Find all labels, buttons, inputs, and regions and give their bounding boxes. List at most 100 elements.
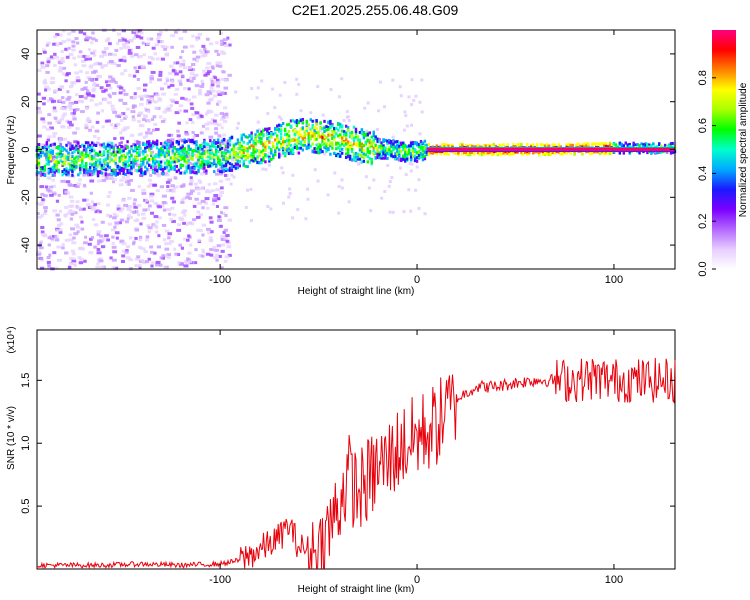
spectrogram-ridge-cell bbox=[67, 141, 70, 145]
spectrogram-ridge-cell bbox=[238, 142, 242, 146]
spectrogram-ridge-cell bbox=[585, 142, 588, 146]
spectrogram-noise-cell bbox=[124, 250, 129, 254]
spectrogram-noise-cell bbox=[140, 212, 146, 216]
spectrogram-ridge-cell bbox=[220, 139, 224, 143]
spectrogram-ridge-cell bbox=[337, 141, 340, 145]
spectrogram-noise-cell bbox=[142, 118, 146, 122]
spectrogram-noise-cell bbox=[215, 41, 219, 45]
snr-ytick-label: 0.5 bbox=[20, 498, 32, 513]
spectrogram-ridge-cell bbox=[295, 121, 299, 125]
spectrogram-ridge-cell bbox=[96, 174, 100, 178]
spectrogram-ridge-cell bbox=[224, 162, 228, 166]
spectrogram-ridge-cell bbox=[415, 156, 419, 160]
spectrogram-noise-cell bbox=[80, 110, 85, 114]
spectrogram-noise-cell bbox=[291, 173, 295, 177]
spectrogram-ridge-cell bbox=[161, 168, 165, 172]
spectrogram-noise-cell bbox=[89, 170, 95, 174]
spectrogram-noise-cell bbox=[164, 242, 168, 246]
spectrogram-ridge-cell bbox=[311, 131, 314, 135]
spectrogram-noise-cell bbox=[153, 165, 158, 169]
spectrogram-ridge-cell bbox=[63, 158, 66, 162]
spectrogram-noise-cell bbox=[133, 205, 139, 209]
spectrogram-ridge-cell bbox=[49, 154, 52, 158]
spectrogram-ridge-cell bbox=[327, 121, 330, 125]
spectrogram-ridge-cell bbox=[177, 154, 180, 158]
spectrogram-noise-cell bbox=[213, 80, 219, 84]
spectrogram-noise-cell bbox=[316, 179, 320, 183]
spectrogram-noise-cell bbox=[206, 227, 211, 231]
spectrogram-ridge-cell bbox=[470, 144, 474, 148]
spectrogram-ridge-cell bbox=[315, 127, 318, 131]
spectrogram-ridge-cell bbox=[319, 126, 322, 130]
spectrogram-ridge-cell bbox=[100, 153, 104, 157]
spectrogram-ridge-cell bbox=[268, 127, 271, 131]
spectrogram-noise-cell bbox=[84, 57, 88, 61]
spectrogram-noise-cell bbox=[321, 113, 325, 117]
spectrogram-noise-cell bbox=[45, 188, 51, 192]
spectrogram-ridge-cell bbox=[213, 153, 216, 157]
spectrogram-ridge-cell bbox=[226, 157, 230, 161]
spectrogram-noise-cell bbox=[410, 103, 414, 107]
spectrogram-noise-cell bbox=[109, 123, 114, 127]
spectrogram-ridge-cell bbox=[165, 145, 169, 149]
spectrogram-ridge-cell bbox=[311, 123, 314, 127]
spectrogram-ridge-cell bbox=[612, 142, 616, 146]
spectrogram-noise-cell bbox=[147, 128, 151, 132]
spectrogram-ridge-cell bbox=[276, 146, 279, 150]
spectrogram-noise-cell bbox=[96, 233, 101, 237]
spectrogram-noise-cell bbox=[212, 94, 218, 98]
spectrogram-noise-cell bbox=[74, 37, 79, 41]
spectrogram-ridge-cell bbox=[307, 136, 310, 140]
spectrogram-ridge-cell bbox=[163, 146, 167, 150]
spectrogram-noise-cell bbox=[283, 80, 287, 84]
spectrogram-ridge-cell bbox=[79, 158, 82, 162]
spectrogram-ridge-cell bbox=[388, 146, 391, 150]
spectrogram-ridge-cell bbox=[134, 159, 137, 163]
spectrogram-ridge-cell bbox=[134, 155, 137, 159]
spectrogram-noise-cell bbox=[195, 187, 201, 191]
spectrogram-ridge-cell bbox=[478, 145, 482, 149]
spectrogram-ridge-cell bbox=[67, 156, 70, 160]
spectrogram-ridge-cell bbox=[358, 146, 362, 150]
spectrogram-noise-cell bbox=[180, 96, 185, 100]
spectrogram-ridge-cell bbox=[197, 168, 200, 172]
spectrogram-ridge-cell bbox=[398, 148, 401, 152]
spectrogram-ridge-cell bbox=[41, 145, 45, 149]
spectrogram-noise-cell bbox=[142, 136, 146, 140]
spectrogram-noise-cell bbox=[208, 91, 213, 95]
spectrogram-ridge-cell bbox=[380, 150, 383, 154]
spectrogram-ridge-cell bbox=[90, 173, 94, 177]
spectrogram-ridge-cell bbox=[39, 173, 43, 177]
spectrogram-noise-cell bbox=[135, 163, 141, 167]
spectrogram-ridge-cell bbox=[325, 146, 328, 150]
spectrogram-ridge-cell bbox=[252, 144, 255, 148]
spectrogram-ridge-cell bbox=[339, 145, 342, 149]
spectrogram-noise-cell bbox=[225, 177, 231, 181]
spectrogram-ridge-cell bbox=[246, 149, 249, 153]
spectrogram-ridge-cell bbox=[106, 162, 110, 166]
spectrogram-ridge-cell bbox=[354, 129, 358, 133]
spectrogram-ridge-cell bbox=[140, 169, 143, 173]
spectrogram-ridge-cell bbox=[110, 172, 114, 176]
spectrogram-ridge-cell bbox=[71, 166, 74, 170]
spectrogram-noise-cell bbox=[58, 41, 63, 45]
spectrogram-ridge-cell bbox=[325, 128, 328, 132]
spectrogram-ridge-cell bbox=[242, 161, 245, 165]
spectrogram-noise-cell bbox=[183, 237, 187, 241]
spectrogram-noise-cell bbox=[114, 80, 118, 84]
spectrogram-ridge-cell bbox=[177, 140, 180, 144]
spectrogram-ridge-cell bbox=[85, 149, 88, 153]
spectrogram-noise-cell bbox=[52, 131, 58, 135]
spectrogram-noise-cell bbox=[96, 230, 102, 234]
spectrogram-ridge-cell bbox=[498, 152, 501, 156]
spectrogram-ridge-cell bbox=[173, 164, 177, 168]
spectrogram-ridge-cell bbox=[94, 143, 98, 147]
spectrogram-ridge-cell bbox=[289, 143, 293, 147]
spectrogram-noise-cell bbox=[184, 97, 188, 101]
spectrogram-noise-cell bbox=[94, 38, 98, 42]
spectrogram-noise-cell bbox=[111, 258, 117, 262]
spectrogram-ridge-cell bbox=[177, 147, 180, 151]
spectrogram-ridge-cell bbox=[411, 150, 415, 154]
spectrogram-noise-cell bbox=[198, 91, 202, 95]
spectrogram-noise-cell bbox=[148, 100, 152, 104]
